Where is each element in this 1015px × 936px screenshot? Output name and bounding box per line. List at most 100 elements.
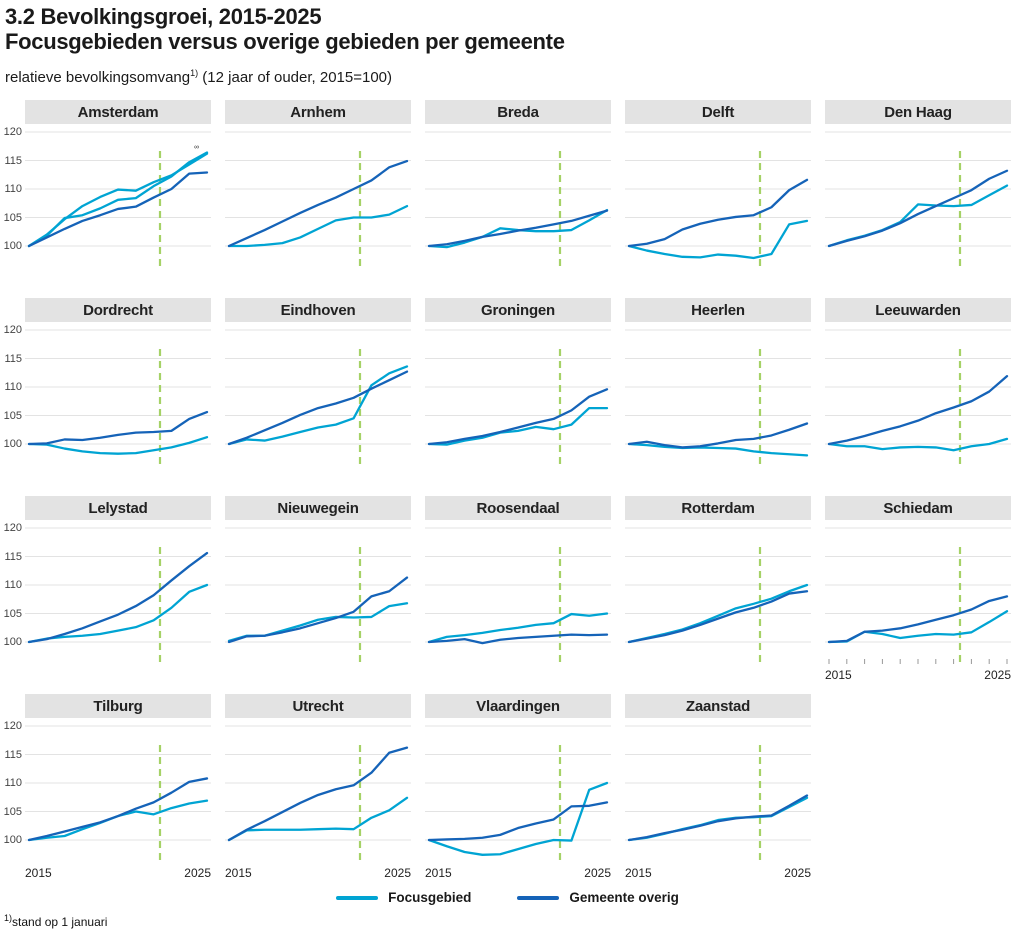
- chart-leeuwarden: Leeuwarden: [825, 298, 1011, 472]
- page-title: 3.2 Bevolkingsgroei, 2015-2025 Focusgebi…: [5, 4, 565, 54]
- chart-title: Leeuwarden: [825, 298, 1011, 322]
- series-focusgebied: [27, 436, 209, 455]
- x-axis-labels: 2015 2025: [825, 668, 1011, 684]
- y-axis-label: 105: [3, 211, 22, 224]
- chart-plot-area: [225, 329, 411, 465]
- chart-plot-area: [425, 329, 611, 465]
- chart-title: Den Haag: [825, 100, 1011, 124]
- series-gemeente-overig: [227, 576, 409, 644]
- chart-groningen: Groningen: [425, 298, 611, 472]
- y-axis-label: 110: [4, 381, 22, 393]
- y-axis-label: 115: [4, 154, 22, 167]
- series-gemeente-overig: [627, 178, 809, 248]
- x-axis-label-end: 2025: [184, 866, 211, 880]
- footnote-marker: 1): [4, 913, 13, 923]
- chart-title: Amsterdam: [25, 100, 211, 124]
- chart-nieuwegein: Nieuwegein: [225, 496, 411, 670]
- y-axis-label: 100: [3, 636, 22, 648]
- legend-label-focusgebied: Focusgebied: [388, 890, 472, 905]
- series-focusgebied: [427, 406, 609, 446]
- series-gemeente-overig: [227, 370, 409, 446]
- footnote: 1)stand op 1 januari: [4, 913, 108, 929]
- chart-plot-area: [425, 131, 611, 267]
- chart-plot-area: [25, 725, 211, 861]
- chart-plot-area: [625, 725, 811, 861]
- y-axis-label: 100: [3, 438, 22, 450]
- y-axis-label: 120: [3, 720, 22, 732]
- chart-plot-area: [825, 527, 1011, 664]
- series-gemeente-overig: [827, 375, 1009, 446]
- chart-plot-area: [25, 329, 211, 465]
- series-focusgebied: [27, 151, 209, 248]
- legend-swatch-focusgebied: [336, 895, 379, 900]
- series-gemeente-overig: [27, 551, 209, 644]
- chart-title: Tilburg: [25, 694, 211, 718]
- chart-lelystad: Lelystad 120 115 110 105 100: [4, 496, 211, 670]
- x-axis-label-start: 2015: [825, 668, 852, 682]
- chart-title: Breda: [425, 100, 611, 124]
- series-gemeente-overig: [627, 422, 809, 449]
- x-axis-label-end: 2025: [584, 866, 611, 880]
- y-axis-label: 105: [3, 409, 22, 422]
- y-axis-label: 110: [4, 579, 22, 591]
- y-axis-label: 115: [4, 550, 22, 563]
- series-gemeente-overig: [227, 746, 409, 842]
- chart-title: Utrecht: [225, 694, 411, 718]
- series-gemeente-overig: [227, 159, 409, 248]
- chart-title: Groningen: [425, 298, 611, 322]
- x-axis-label-end: 2025: [384, 866, 411, 880]
- chart-plot-area: [25, 131, 211, 267]
- chart-title: Roosendaal: [425, 496, 611, 520]
- series-gemeente-overig: [627, 590, 809, 644]
- y-axis-label: 115: [4, 748, 22, 761]
- chart-amsterdam: Amsterdam 120 115 110 105 100 ∞: [4, 100, 211, 274]
- chart-rotterdam: Rotterdam: [625, 496, 811, 670]
- chart-plot-area: [625, 329, 811, 465]
- y-axis-label: 110: [4, 777, 22, 789]
- chart-zaanstad: Zaanstad 2015 2025: [625, 694, 811, 880]
- x-axis-label-end: 2025: [984, 668, 1011, 682]
- series-gemeente-overig: [427, 388, 609, 446]
- chart-utrecht: Utrecht 2015 2025: [225, 694, 411, 880]
- series-focusgebied: [427, 612, 609, 644]
- chart-title: Dordrecht: [25, 298, 211, 322]
- legend-item-focusgebied: Focusgebied: [336, 890, 471, 905]
- chart-arnhem: Arnhem: [225, 100, 411, 274]
- y-axis-label: 100: [3, 834, 22, 846]
- series-gemeente-overig: [427, 801, 609, 842]
- legend-label-gemeente-overig: Gemeente overig: [569, 890, 679, 905]
- y-axis-label: 100: [3, 240, 22, 252]
- chart-plot-area: [425, 527, 611, 663]
- chart-plot-area: [225, 131, 411, 267]
- chart-title: Eindhoven: [225, 298, 411, 322]
- series-focusgebied: [427, 781, 609, 856]
- x-axis-label-start: 2015: [25, 866, 52, 880]
- x-axis-label-end: 2025: [784, 866, 811, 880]
- x-axis-labels: 2015 2025: [225, 866, 411, 882]
- x-axis-label-start: 2015: [425, 866, 452, 880]
- chart-plot-area: [225, 725, 411, 861]
- legend-swatch-gemeente-overig: [517, 895, 560, 900]
- chart-title: Schiedam: [825, 496, 1011, 520]
- series-focusgebied: [227, 365, 409, 446]
- chart-vlaardingen: Vlaardingen 2015 2025: [425, 694, 611, 880]
- chart-plot-area: [25, 527, 211, 663]
- y-axis-label: 110: [4, 183, 22, 195]
- chart-delft: Delft: [625, 100, 811, 274]
- y-axis-label: 120: [3, 324, 22, 336]
- chart-plot-area: [825, 131, 1011, 267]
- chart-legend: Focusgebied Gemeente overig: [0, 890, 1015, 905]
- series-focusgebied: [227, 204, 409, 248]
- title-line-1: 3.2 Bevolkingsgroei, 2015-2025: [5, 4, 322, 29]
- series-focusgebied: [627, 442, 809, 457]
- x-axis-labels: 2015 2025: [25, 866, 211, 882]
- tiny-corner-mark: ∞: [194, 144, 199, 151]
- chart-dordrecht: Dordrecht 120 115 110 105 100: [4, 298, 211, 472]
- y-axis-label: 105: [3, 607, 22, 620]
- chart-title: Zaanstad: [625, 694, 811, 718]
- chart-plot-area: [425, 725, 611, 861]
- series-focusgebied: [827, 437, 1009, 452]
- chart-tilburg: Tilburg 120 115 110 105 100 2015 2025: [4, 694, 211, 880]
- series-gemeente-overig: [427, 633, 609, 645]
- series-gemeente-overig: [827, 169, 1009, 248]
